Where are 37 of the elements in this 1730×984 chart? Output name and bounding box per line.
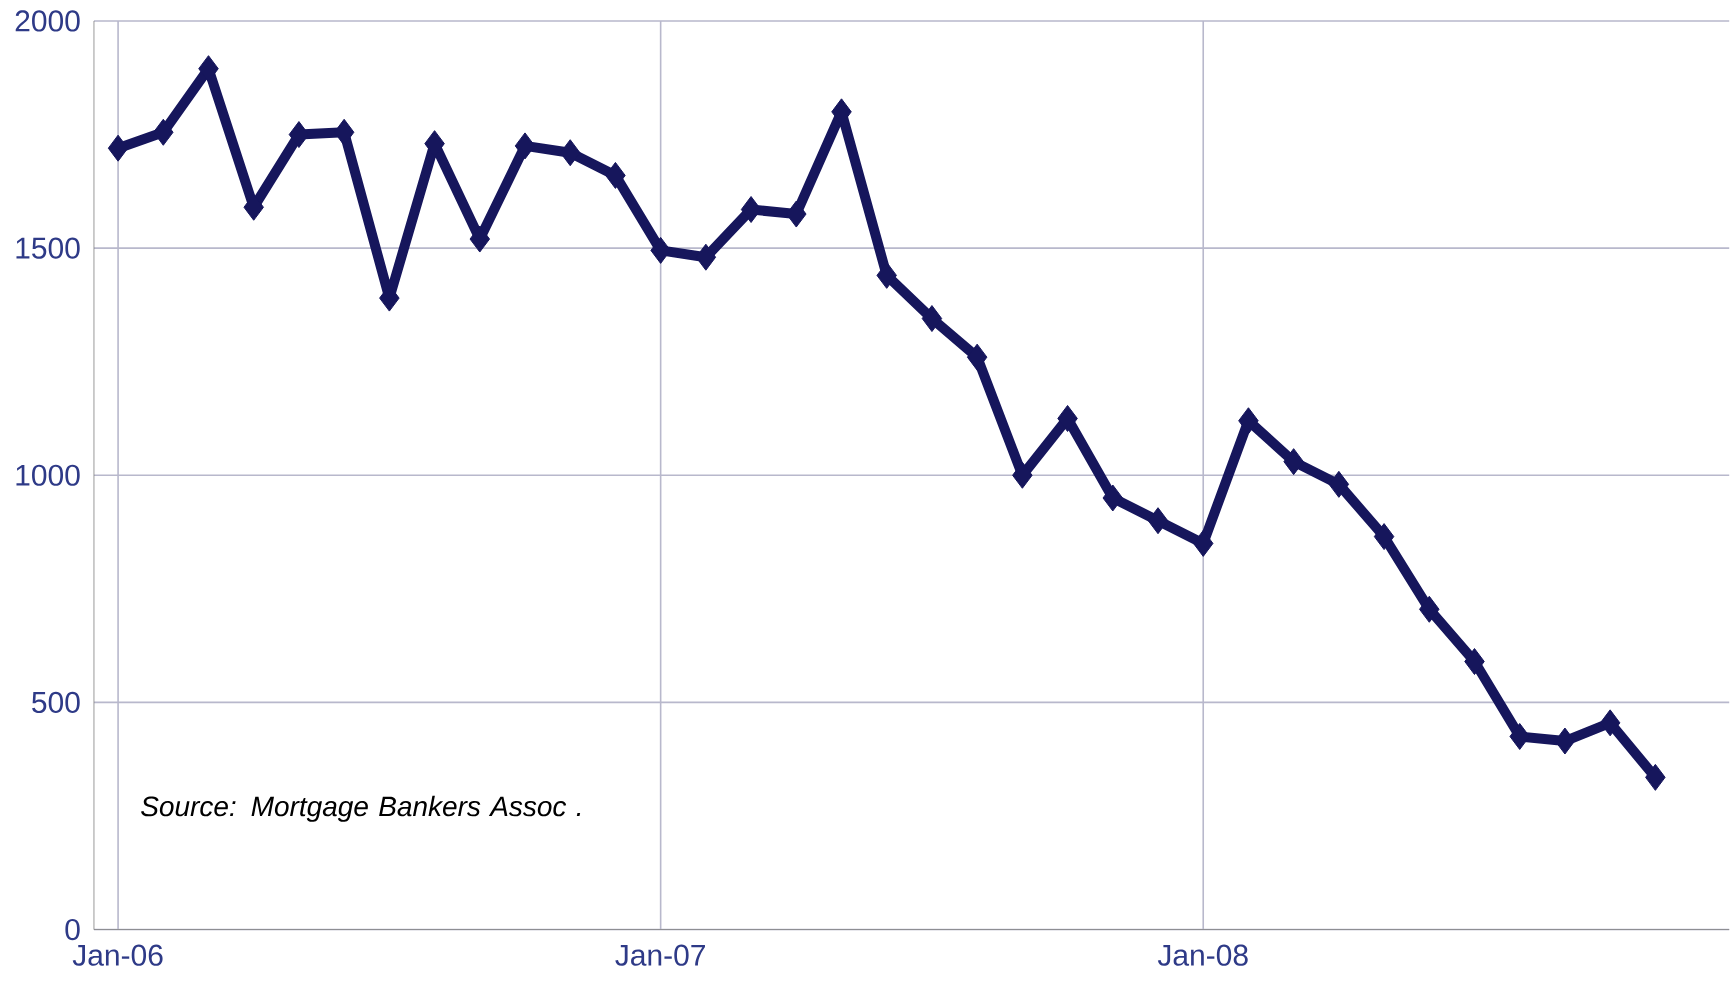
x-tick-label: Jan-06 <box>72 944 163 967</box>
point <box>1328 471 1350 499</box>
point <box>876 262 897 290</box>
y-tick-label: 1500 <box>16 237 80 259</box>
y-tick-label: 1000 <box>16 464 80 487</box>
annotation: Source: Mortgage Bankers Assoc . <box>141 796 581 823</box>
y-tick-label: 2000 <box>15 10 80 32</box>
point <box>1464 648 1485 676</box>
point <box>1238 407 1259 435</box>
point <box>1057 405 1078 433</box>
point <box>153 119 174 147</box>
point <box>921 305 943 333</box>
point <box>966 343 988 371</box>
point <box>1102 484 1124 512</box>
point <box>1192 530 1214 558</box>
point <box>1599 709 1621 737</box>
point <box>1147 507 1169 535</box>
point <box>469 225 491 253</box>
x-tick-label: Jan-08 <box>1157 944 1248 967</box>
point <box>559 139 581 167</box>
x-tick-label: Jan-07 <box>615 944 705 967</box>
point <box>107 134 129 162</box>
point <box>786 200 807 228</box>
point <box>650 237 671 265</box>
point <box>1509 723 1530 751</box>
point <box>695 243 717 271</box>
point <box>605 162 626 190</box>
point <box>1012 462 1033 489</box>
y-tick-label: 500 <box>32 692 80 714</box>
point <box>1283 448 1304 476</box>
point <box>243 193 264 221</box>
point <box>740 196 762 224</box>
y-tick-label: 0 <box>65 919 80 941</box>
point <box>1645 764 1666 792</box>
point <box>1373 523 1395 551</box>
point <box>198 55 219 83</box>
point <box>1419 596 1440 624</box>
